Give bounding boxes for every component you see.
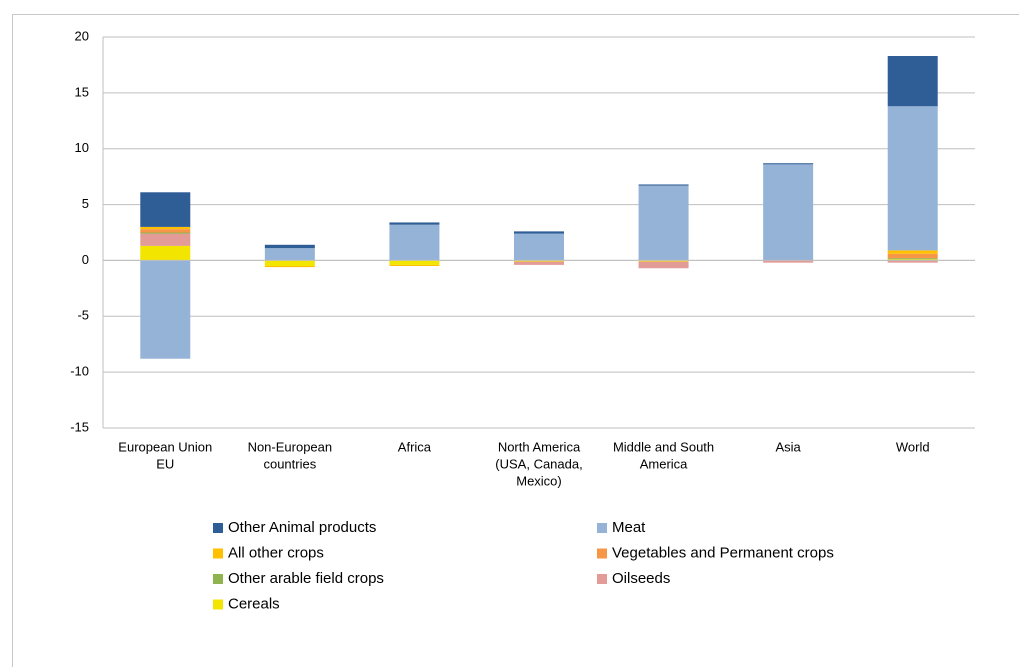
legend-swatch bbox=[213, 548, 223, 559]
bar-segment bbox=[264, 244, 315, 249]
y-tick-label: -10 bbox=[70, 364, 89, 379]
x-tick-label: (USA, Canada, bbox=[495, 456, 582, 471]
bar-segment bbox=[140, 260, 191, 359]
bar-segment bbox=[887, 55, 938, 107]
bar-segment bbox=[264, 260, 315, 267]
y-tick-label: 0 bbox=[82, 252, 89, 267]
bar-segment bbox=[514, 260, 564, 262]
legend-label: Oilseeds bbox=[612, 570, 670, 587]
x-tick-label: countries bbox=[263, 456, 316, 471]
bar-segment bbox=[264, 248, 315, 261]
bar-segment bbox=[264, 266, 315, 268]
legend-swatch bbox=[597, 548, 607, 559]
y-tick-label: 10 bbox=[75, 140, 89, 155]
bar-segment bbox=[140, 245, 191, 261]
bar-segment bbox=[638, 185, 689, 261]
bar-segment bbox=[140, 229, 191, 233]
y-tick-label: 5 bbox=[82, 196, 89, 211]
bar-segment bbox=[887, 260, 938, 263]
legend-swatch bbox=[213, 599, 223, 610]
x-tick-label: World bbox=[896, 439, 930, 454]
bar-segment bbox=[389, 264, 440, 267]
bar-segment bbox=[140, 232, 191, 234]
bar-segment bbox=[887, 259, 938, 261]
x-tick-label: America bbox=[640, 456, 688, 471]
bar-segment bbox=[887, 253, 938, 259]
bar-segment bbox=[140, 192, 191, 227]
y-tick-label: -5 bbox=[77, 308, 89, 323]
y-tick-label: -15 bbox=[70, 419, 89, 434]
bar-segment bbox=[887, 106, 938, 251]
chart-frame bbox=[12, 14, 1019, 667]
legend-label: Other Animal products bbox=[228, 519, 376, 536]
legend-swatch bbox=[213, 523, 223, 533]
legend-label: Cereals bbox=[228, 595, 280, 612]
legend-label: Meat bbox=[612, 519, 646, 536]
bar-segment bbox=[763, 164, 814, 261]
bar-segment bbox=[763, 163, 814, 165]
bar-segment bbox=[638, 260, 689, 262]
bar-segment bbox=[887, 258, 938, 260]
x-tick-label: European Union bbox=[118, 439, 212, 454]
bar-segment bbox=[389, 260, 440, 265]
legend-label: Vegetables and Permanent crops bbox=[612, 544, 834, 561]
bar-segment bbox=[140, 226, 191, 230]
x-tick-label: North America bbox=[498, 439, 581, 454]
legend-swatch bbox=[213, 574, 223, 584]
legend-label: All other crops bbox=[228, 544, 324, 561]
bar-segment bbox=[638, 184, 689, 186]
y-tick-label: 15 bbox=[75, 84, 89, 99]
legend-swatch bbox=[597, 523, 607, 533]
bar-segment bbox=[514, 261, 564, 265]
x-tick-label: EU bbox=[156, 456, 174, 471]
bar-segment bbox=[514, 233, 564, 261]
legend-label: Other arable field crops bbox=[228, 570, 384, 587]
bar-segment bbox=[389, 222, 440, 225]
bar-segment bbox=[638, 261, 689, 269]
x-tick-label: Middle and South bbox=[613, 439, 714, 454]
y-tick-label: 20 bbox=[75, 28, 89, 43]
x-tick-label: Non-European bbox=[248, 439, 333, 454]
legend-swatch bbox=[597, 574, 607, 584]
x-tick-label: Africa bbox=[398, 439, 432, 454]
x-tick-label: Asia bbox=[775, 439, 801, 454]
x-tick-label: Mexico) bbox=[516, 473, 562, 488]
bar-segment bbox=[763, 260, 814, 263]
bar-segment bbox=[514, 231, 564, 234]
bar-segment bbox=[140, 233, 191, 246]
bar-segment bbox=[887, 250, 938, 254]
bar-segment bbox=[389, 224, 440, 261]
